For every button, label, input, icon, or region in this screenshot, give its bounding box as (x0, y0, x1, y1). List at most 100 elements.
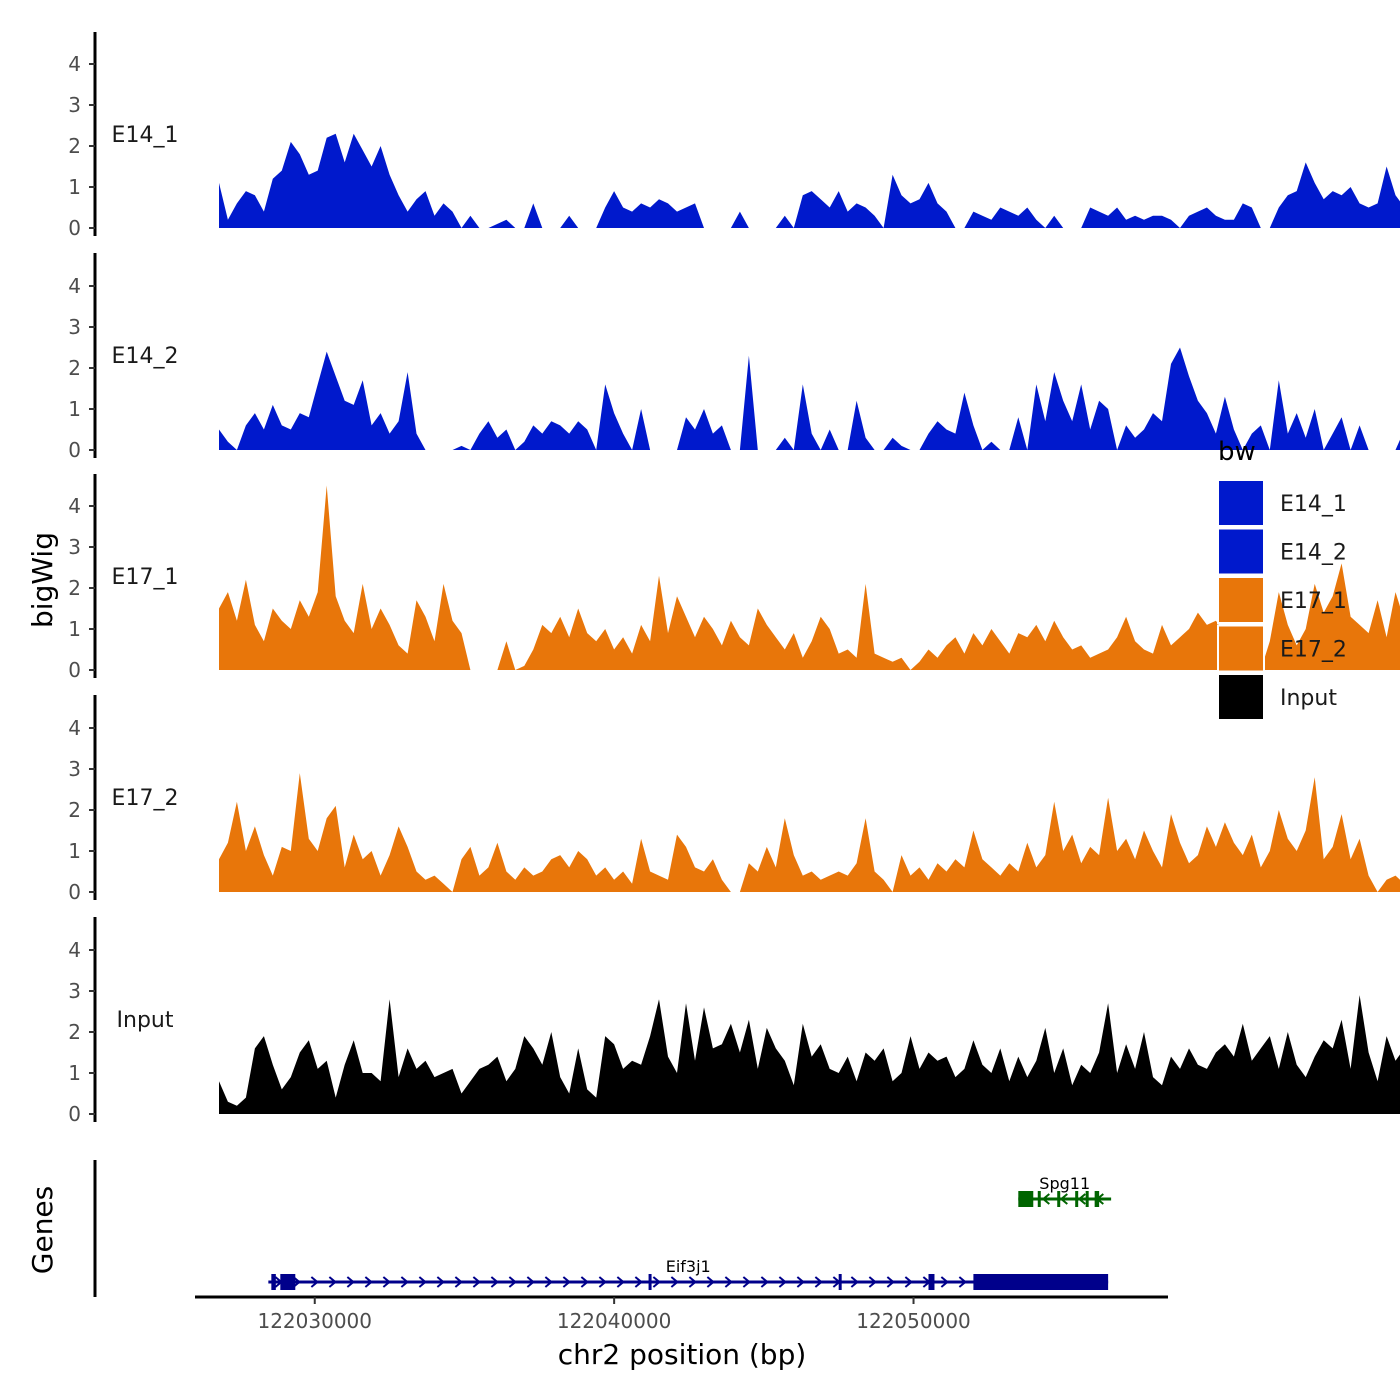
genes-axis-title: Genes (26, 1186, 59, 1274)
track-label: E17_2 (112, 786, 179, 811)
gene-label: Eif3j1 (666, 1257, 711, 1276)
y-tick-label: 0 (68, 216, 81, 240)
track-input: 0 1 2 3 4 Input (68, 917, 1400, 1126)
gene-exon (1037, 1191, 1041, 1207)
y-tick-label: 4 (68, 52, 81, 76)
y-tick-label: 3 (68, 93, 81, 117)
strand-chevron (526, 1276, 535, 1288)
strand-chevron (904, 1276, 913, 1288)
gene-exon (280, 1274, 296, 1290)
strand-chevron (364, 1276, 373, 1288)
gene-spg11: Spg11 (1018, 1174, 1112, 1207)
y-tick-label: 1 (68, 617, 81, 641)
coverage-area (219, 995, 1400, 1114)
y-tick-label: 1 (68, 397, 81, 421)
track-e14-1: 0 1 2 3 4 E14_1 (68, 32, 1400, 240)
strand-chevron (436, 1276, 445, 1288)
x-axis-title: chr2 position (bp) (558, 1338, 807, 1371)
y-tick-label: 4 (68, 494, 81, 518)
y-tick-label: 2 (68, 798, 81, 822)
strand-chevron (1059, 1193, 1068, 1205)
gene-exon (928, 1274, 935, 1290)
gene-exon (1057, 1191, 1061, 1207)
strand-chevron (814, 1276, 823, 1288)
strand-chevron (472, 1276, 481, 1288)
strand-chevron (454, 1276, 463, 1288)
y-tick-label: 3 (68, 979, 81, 1003)
x-tick-label: 122040000 (557, 1309, 672, 1333)
gene-exon (271, 1274, 276, 1290)
strand-chevron (328, 1276, 337, 1288)
coverage-area (219, 347, 1400, 450)
track-e17-1: 0 1 2 3 4 E17_1 (68, 474, 1400, 682)
legend-swatch (1217, 624, 1265, 673)
y-tick-label: 1 (68, 1061, 81, 1085)
strand-chevron (490, 1276, 499, 1288)
legend-swatch (1217, 576, 1265, 624)
strand-chevron (958, 1276, 967, 1288)
x-tick-label: 122050000 (856, 1309, 971, 1333)
legend-swatch (1217, 527, 1265, 576)
y-tick-label: 1 (68, 839, 81, 863)
y-tick-label: 1 (68, 175, 81, 199)
legend-swatch (1217, 479, 1265, 527)
y-tick-label: 0 (68, 880, 81, 904)
strand-chevron (940, 1276, 949, 1288)
strand-chevron (310, 1276, 319, 1288)
track-label: Input (117, 1008, 174, 1033)
legend-swatch (1217, 673, 1265, 721)
strand-chevron (1041, 1193, 1050, 1205)
track-e17-2: 0 1 2 3 4 E17_2 (68, 695, 1400, 904)
strand-chevron (598, 1276, 607, 1288)
legend-label: E14_2 (1280, 541, 1347, 566)
x-tick-label: 122030000 (257, 1309, 372, 1333)
gene-label: Spg11 (1039, 1174, 1090, 1193)
strand-chevron (400, 1276, 409, 1288)
strand-chevron (886, 1276, 895, 1288)
y-tick-label: 3 (68, 535, 81, 559)
legend: bw E14_1 E14_2 E17_1 E17_2 Input (1217, 437, 1347, 721)
gene-exon (1085, 1191, 1089, 1207)
y-tick-label: 3 (68, 315, 81, 339)
y-tick-label: 0 (68, 438, 81, 462)
gene-eif3j1: Eif3j1 (268, 1257, 1109, 1290)
gene-exon (973, 1274, 1109, 1290)
gene-exon (648, 1274, 652, 1290)
y-tick-label: 2 (68, 576, 81, 600)
legend-label: Input (1280, 686, 1337, 711)
strand-chevron (850, 1276, 859, 1288)
coverage-area (219, 773, 1400, 892)
genes-panel: Spg11 Eif3j1 (93, 1160, 1112, 1297)
legend-label: E17_1 (1280, 589, 1347, 614)
gene-exon (1018, 1191, 1034, 1207)
strand-chevron (778, 1276, 787, 1288)
strand-chevron (580, 1276, 589, 1288)
strand-chevron (562, 1276, 571, 1288)
y-tick-label: 4 (68, 716, 81, 740)
strand-chevron (616, 1276, 625, 1288)
strand-chevron (508, 1276, 517, 1288)
coverage-area (219, 485, 1400, 670)
legend-title: bw (1218, 437, 1256, 467)
strand-chevron (670, 1276, 679, 1288)
track-e14-2: 0 1 2 3 4 E14_2 (68, 253, 1400, 462)
y-axis-title: bigWig (26, 532, 59, 628)
strand-chevron (868, 1276, 877, 1288)
x-axis: 122030000 122040000 122050000 (195, 1295, 1168, 1333)
y-tick-label: 3 (68, 757, 81, 781)
gene-exon (1075, 1191, 1079, 1207)
legend-label: E14_1 (1280, 492, 1347, 517)
strand-chevron (760, 1276, 769, 1288)
y-tick-label: 2 (68, 356, 81, 380)
y-tick-label: 2 (68, 134, 81, 158)
y-tick-label: 4 (68, 274, 81, 298)
strand-chevron (706, 1276, 715, 1288)
strand-chevron (292, 1276, 301, 1288)
strand-chevron (724, 1276, 733, 1288)
strand-chevron (652, 1276, 661, 1288)
strand-chevron (418, 1276, 427, 1288)
strand-chevron (688, 1276, 697, 1288)
legend-label: E17_2 (1280, 638, 1347, 663)
strand-chevron (796, 1276, 805, 1288)
